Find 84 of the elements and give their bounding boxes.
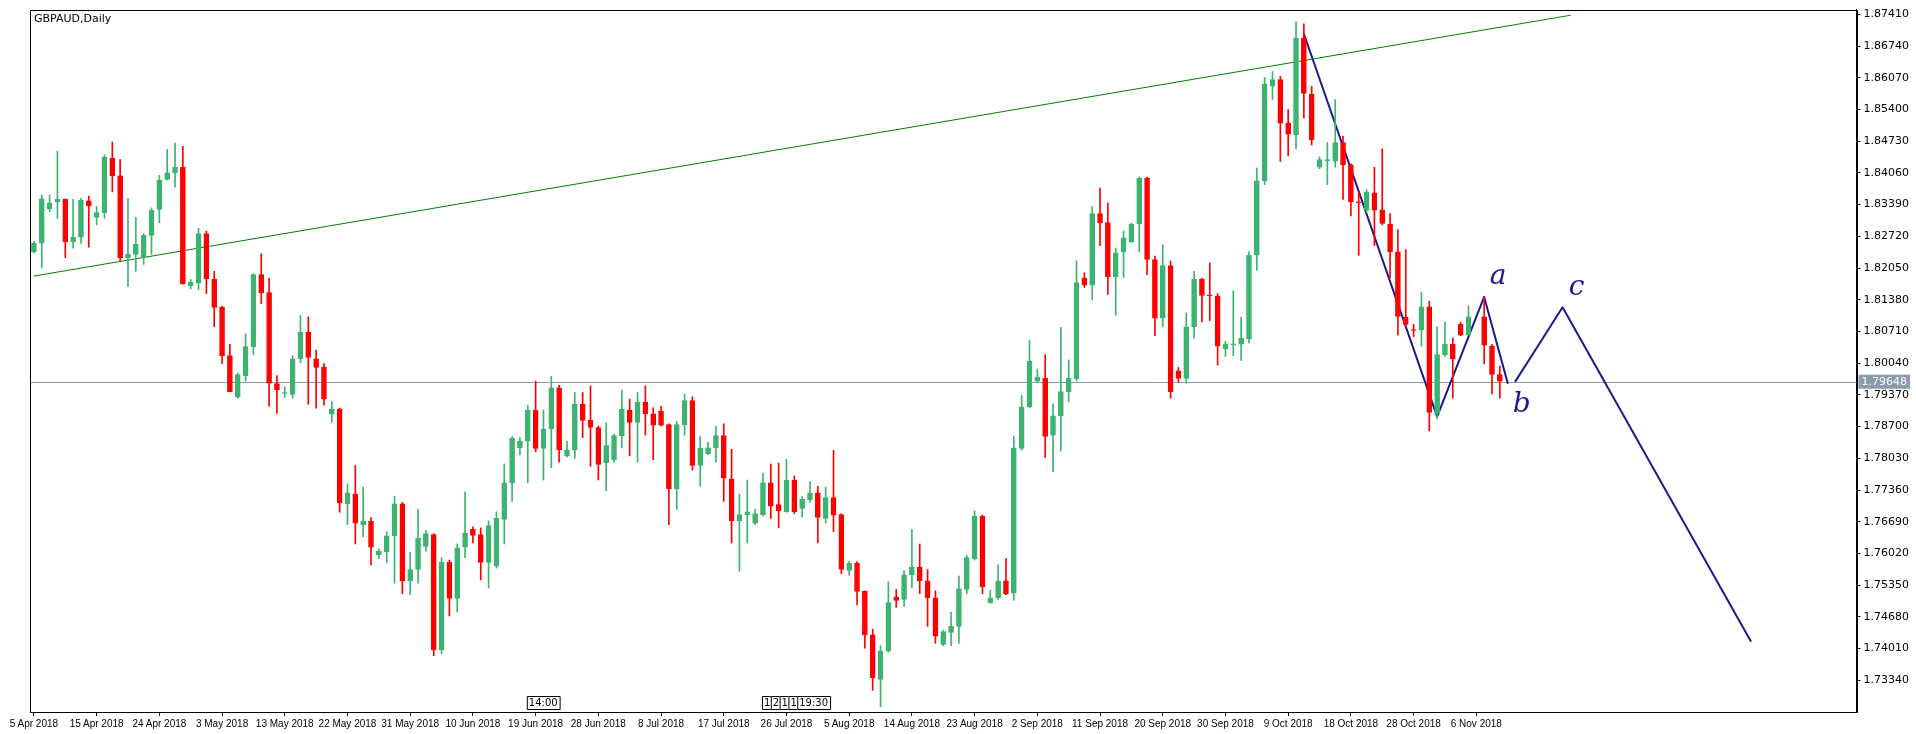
y-tick-label: 1.82050 [1863, 260, 1910, 274]
y-tick-label: 1.87410 [1863, 7, 1910, 21]
annotation: 2 [772, 696, 780, 708]
x-tick-label: 26 Jul 2018 [760, 717, 813, 729]
candlestick [1497, 365, 1503, 399]
candlestick [164, 149, 171, 181]
annotation: 1 [763, 696, 771, 708]
x-tick-label: 23 Aug 2018 [946, 717, 1004, 729]
x-tick-label: 28 Jun 2018 [570, 717, 627, 729]
candlestick [744, 479, 751, 544]
x-tick-label: 28 Oct 2018 [1386, 717, 1442, 729]
x-tick-label: 8 Jul 2018 [637, 717, 685, 729]
x-tick-label: 5 Apr 2018 [9, 717, 59, 729]
y-tick-label: 1.84730 [1863, 134, 1910, 148]
candlestick [893, 589, 900, 608]
data-label: a [1489, 258, 1507, 292]
candlestick [85, 195, 92, 248]
y-tick-label: 1.73340 [1863, 673, 1910, 687]
candlestick [1402, 249, 1409, 327]
x-tick-label: 18 Oct 2018 [1323, 717, 1379, 729]
x-tick-label: 22 May 2018 [318, 717, 377, 729]
x-tick-label: 10 Jun 2018 [445, 717, 501, 729]
y-tick-label: 1.76020 [1863, 546, 1910, 560]
y-tick-label: 1.79370 [1863, 387, 1910, 401]
candlestick [172, 142, 178, 188]
x-tick-label: 6 Nov 2018 [1450, 717, 1503, 729]
y-tick-label: 1.76690 [1863, 514, 1910, 528]
candlestick [1058, 327, 1064, 452]
y-tick-label: 1.81380 [1863, 292, 1910, 306]
x-tick-label: 15 Apr 2018 [69, 717, 125, 729]
x-tick-label: 13 May 2018 [255, 717, 315, 729]
y-tick-label: 1.80710 [1863, 324, 1910, 338]
candlestick [133, 217, 139, 272]
candlestick [948, 611, 954, 647]
x-tick-label: 30 Sep 2018 [1197, 717, 1255, 729]
candlestick [1355, 191, 1362, 256]
candlestick [313, 350, 319, 409]
y-tick-label: 1.85400 [1863, 102, 1910, 116]
y-tick-label: 1.74680 [1863, 609, 1910, 623]
candlestick [1206, 262, 1213, 321]
y-tick-label: 1.78030 [1863, 451, 1910, 465]
x-tick-label: 14 Aug 2018 [883, 717, 941, 729]
candlestick [1379, 148, 1386, 226]
x-tick-label: 2 Sep 2018 [1011, 717, 1064, 729]
y-tick-label: 1.86740 [1863, 38, 1910, 52]
candlestick [1449, 337, 1456, 399]
candlestick [1230, 290, 1237, 356]
y-tick-label: 1.86070 [1863, 70, 1910, 84]
x-tick-label: 17 Jul 2018 [697, 717, 751, 729]
y-tick-label: 1.83390 [1863, 197, 1910, 211]
x-tick-label: 20 Sep 2018 [1134, 717, 1192, 729]
candlestick [1238, 316, 1244, 361]
x-tick-label: 3 May 2018 [195, 717, 249, 729]
annotation: 1 [790, 696, 797, 708]
candlestick [125, 198, 131, 287]
annotation: 14:00 [528, 696, 558, 708]
y-tick-label: 1.77360 [1863, 482, 1910, 496]
y-tick-label: 1.80040 [1863, 356, 1910, 370]
candlestick [274, 375, 280, 414]
ref-line-label: 1.79648 [1861, 374, 1908, 388]
x-tick-label: 19 Jun 2018 [508, 717, 564, 729]
x-tick-label: 11 Sep 2018 [1072, 717, 1129, 729]
data-label: b [1512, 386, 1531, 420]
y-tick-label: 1.84060 [1863, 165, 1910, 179]
candlestick [462, 491, 468, 559]
y-tick-label: 1.75350 [1863, 578, 1910, 592]
x-tick-label: 5 Aug 2018 [823, 717, 875, 729]
candlestick [70, 199, 76, 249]
candlestick [909, 528, 915, 589]
x-tick-label: 24 Apr 2018 [132, 717, 187, 729]
data-label: c [1568, 268, 1585, 302]
y-tick-label: 1.74010 [1863, 641, 1910, 655]
y-tick-label: 1.78700 [1863, 419, 1910, 433]
annotation: 19:30 [799, 696, 829, 708]
candlestick [1285, 109, 1292, 157]
chart-title: GBPAUD,Daily [34, 11, 112, 25]
annotation: 1 [781, 696, 788, 708]
x-tick-label: 31 May 2018 [381, 717, 440, 729]
candlestick [1097, 187, 1103, 247]
candlestick [360, 486, 366, 538]
x-tick-label: 9 Oct 2018 [1263, 717, 1314, 729]
candlestick [626, 398, 633, 457]
candlestick [650, 407, 657, 461]
y-tick-label: 1.82720 [1863, 229, 1910, 243]
